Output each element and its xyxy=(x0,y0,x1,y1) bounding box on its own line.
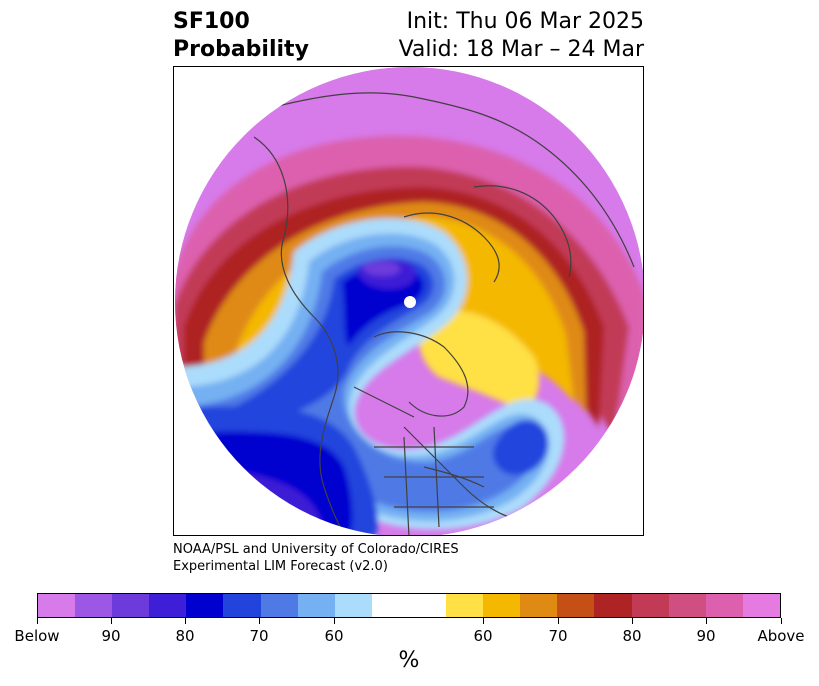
colorbar-tick-label: 80 xyxy=(622,627,642,645)
colorbar-segment xyxy=(186,594,224,617)
colorbar-tick xyxy=(333,618,335,624)
valid-range: Valid: 18 Mar – 24 Mar xyxy=(398,37,644,62)
colorbar-segment xyxy=(38,594,76,617)
colorbar-tick xyxy=(184,618,186,624)
colorbar-unit: % xyxy=(398,648,420,673)
colorbar-segment xyxy=(742,594,780,617)
colorbar-tick-label: 90 xyxy=(101,627,121,645)
coastlines xyxy=(253,92,635,535)
colorbar-segment xyxy=(594,594,632,617)
colorbar-tick xyxy=(36,618,38,624)
init-date: Init: Thu 06 Mar 2025 xyxy=(406,9,644,34)
colorbar-segment xyxy=(112,594,150,617)
colorbar-segment xyxy=(75,594,113,617)
colorbar-tick xyxy=(482,618,484,624)
title-type: Probability xyxy=(173,37,309,62)
colorbar-tick xyxy=(110,618,112,624)
colorbar-segment xyxy=(149,594,187,617)
colorbar-segment xyxy=(334,594,372,617)
colorbar-tick-label: 70 xyxy=(548,627,568,645)
colorbar-segment xyxy=(297,594,335,617)
colorbar-tick-label: Below xyxy=(14,627,60,645)
credit-line2: Experimental LIM Forecast (v2.0) xyxy=(173,559,388,574)
colorbar-tick xyxy=(557,618,559,624)
colorbar-tick-label: Above xyxy=(757,627,805,645)
colorbar-tick xyxy=(705,618,707,624)
credit-line1: NOAA/PSL and University of Colorado/CIRE… xyxy=(173,542,459,557)
colorbar-tick xyxy=(258,618,260,624)
colorbar-tick-label: 70 xyxy=(249,627,269,645)
forecast-dates: Init: Thu 06 Mar 2025 Valid: 18 Mar – 24… xyxy=(399,8,644,64)
colorbar-segment xyxy=(260,594,298,617)
colorbar-segment xyxy=(520,594,558,617)
colorbar-segment xyxy=(557,594,595,617)
colorbar-segment xyxy=(668,594,706,617)
colorbar-tick xyxy=(780,618,782,624)
credit: NOAA/PSL and University of Colorado/CIRE… xyxy=(173,541,459,575)
colorbar-tick-label: 60 xyxy=(324,627,344,645)
colorbar-tick-label: 80 xyxy=(175,627,195,645)
colorbar-tick xyxy=(631,618,633,624)
colorbar-segment xyxy=(446,594,484,617)
map-svg xyxy=(175,67,643,535)
pole-marker xyxy=(404,296,416,308)
title-variable: SF100 xyxy=(173,9,250,34)
colorbar-segment xyxy=(223,594,261,617)
colorbar xyxy=(37,593,781,618)
probability-field xyxy=(175,67,643,535)
chart-title: SF100 Probability xyxy=(173,8,309,64)
colorbar-tick-label: 60 xyxy=(473,627,493,645)
colorbar-segment xyxy=(371,594,447,617)
colorbar-segment xyxy=(705,594,743,617)
colorbar-segment xyxy=(631,594,669,617)
colorbar-segment xyxy=(483,594,521,617)
colorbar-tick-label: 90 xyxy=(696,627,716,645)
probability-map xyxy=(173,66,644,536)
